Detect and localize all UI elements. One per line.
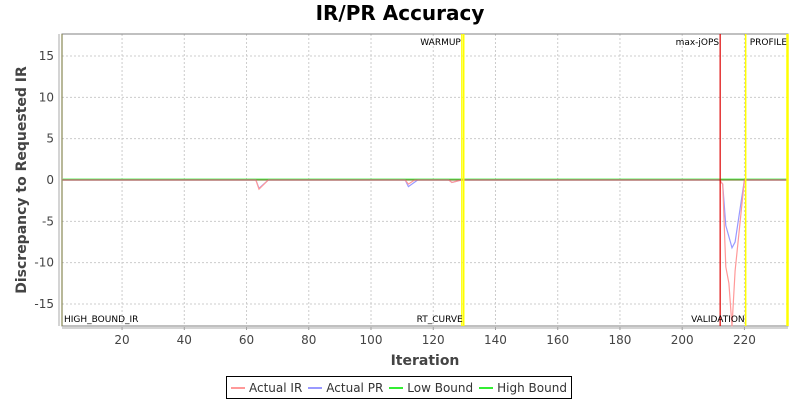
y-tick-label: 5 — [46, 132, 54, 146]
x-axis-label: Iteration — [391, 353, 460, 369]
legend-item-actual-ir: Actual IR — [231, 381, 302, 395]
marker-label: HIGH_BOUND_IR — [64, 315, 138, 325]
x-tick-label: 140 — [484, 333, 507, 347]
x-tick-label: 120 — [422, 333, 445, 347]
y-tick-label: -15 — [34, 297, 54, 311]
y-axis-label: Discrepancy to Requested IR — [14, 66, 30, 294]
legend-item-low-bound: Low Bound — [389, 381, 473, 395]
legend-label: Actual IR — [249, 380, 303, 395]
legend-swatch-icon — [479, 386, 494, 389]
marker-label: VALIDATION — [691, 315, 745, 325]
series-actual-ir — [62, 179, 788, 327]
chart-title: IR/PR Accuracy — [315, 1, 485, 25]
x-tick-label: 20 — [114, 333, 129, 347]
x-axis-ticks: 20 40 60 80 100 120 140 160 180 200 220 — [62, 327, 788, 347]
legend-label: Actual PR — [326, 380, 384, 395]
x-tick-label: 220 — [733, 333, 756, 347]
x-tick-label: 160 — [546, 333, 569, 347]
y-tick-label: -10 — [34, 256, 54, 270]
y-tick-label: -5 — [42, 214, 54, 228]
x-tick-label: 180 — [609, 333, 632, 347]
legend-swatch-icon — [389, 386, 404, 389]
legend: Actual IR Actual PR Low Bound High Bound — [226, 376, 572, 399]
y-axis-ticks: -15 -10 -5 0 5 10 15 — [34, 34, 60, 326]
y-tick-label: 15 — [39, 49, 54, 63]
marker-label: RT_CURVE — [417, 315, 463, 325]
x-tick-label: 80 — [301, 333, 316, 347]
legend-swatch-icon — [231, 386, 245, 389]
y-tick-label: 0 — [46, 173, 54, 187]
x-tick-label: 100 — [360, 333, 383, 347]
series-actual-pr — [62, 179, 788, 250]
legend-item-actual-pr: Actual PR — [308, 381, 383, 395]
y-tick-label: 10 — [39, 90, 54, 104]
legend-label: Low Bound — [407, 380, 474, 395]
series-lines — [62, 178, 788, 327]
marker-label: max-jOPS — [676, 38, 720, 48]
x-tick-label: 60 — [239, 333, 254, 347]
legend-swatch-icon — [308, 386, 323, 389]
marker-label: WARMUP — [420, 38, 461, 48]
x-tick-label: 40 — [177, 333, 192, 347]
legend-item-high-bound: High Bound — [479, 381, 567, 395]
legend-label: High Bound — [497, 380, 567, 395]
marker-lines: HIGH_BOUND_IR WARMUP RT_CURVE max-jOPS VALID… — [61, 34, 789, 326]
marker-label: PROFILE — [750, 38, 788, 48]
x-tick-label: 200 — [671, 333, 694, 347]
